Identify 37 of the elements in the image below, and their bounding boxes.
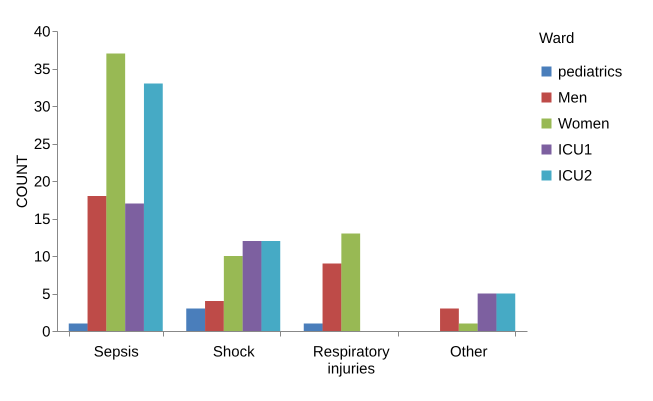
bar — [125, 204, 144, 331]
bar — [144, 84, 163, 331]
bar — [88, 196, 106, 331]
y-tick-label: 10 — [34, 248, 50, 266]
x-tick-label: Other — [450, 344, 488, 360]
y-tick-label: 0 — [42, 324, 50, 340]
bar — [261, 241, 280, 331]
legend-label: Women — [558, 116, 610, 132]
bar — [224, 256, 243, 331]
bar — [242, 241, 262, 331]
bar — [106, 54, 126, 331]
legend-label: ICU1 — [558, 142, 592, 158]
legend-title: Ward — [539, 30, 574, 47]
bar — [496, 294, 516, 331]
y-tick-label: 5 — [42, 286, 50, 303]
x-tick-label: Respiratory injuries — [312, 344, 390, 378]
bar — [341, 234, 360, 331]
bar — [440, 308, 459, 331]
bar — [304, 324, 323, 331]
y-tick-label: 20 — [34, 174, 50, 190]
bar — [478, 294, 496, 331]
bar — [322, 264, 342, 331]
x-tick-label: Sepsis — [94, 344, 139, 360]
y-tick-label: 35 — [34, 61, 50, 78]
bar — [68, 324, 88, 331]
y-tick-label: 40 — [34, 24, 50, 40]
bar — [458, 324, 478, 331]
x-tick-label: Shock — [212, 344, 256, 360]
legend-label: pediatrics — [558, 64, 622, 80]
y-axis-title: COUNT — [14, 154, 31, 208]
y-tick-label: 15 — [34, 211, 50, 228]
y-tick-label: 25 — [34, 136, 50, 153]
y-tick-label: 30 — [34, 98, 50, 116]
legend-label: Men — [558, 90, 588, 106]
legend-label: ICU2 — [558, 168, 592, 184]
bar — [205, 301, 224, 331]
bar — [186, 308, 206, 331]
